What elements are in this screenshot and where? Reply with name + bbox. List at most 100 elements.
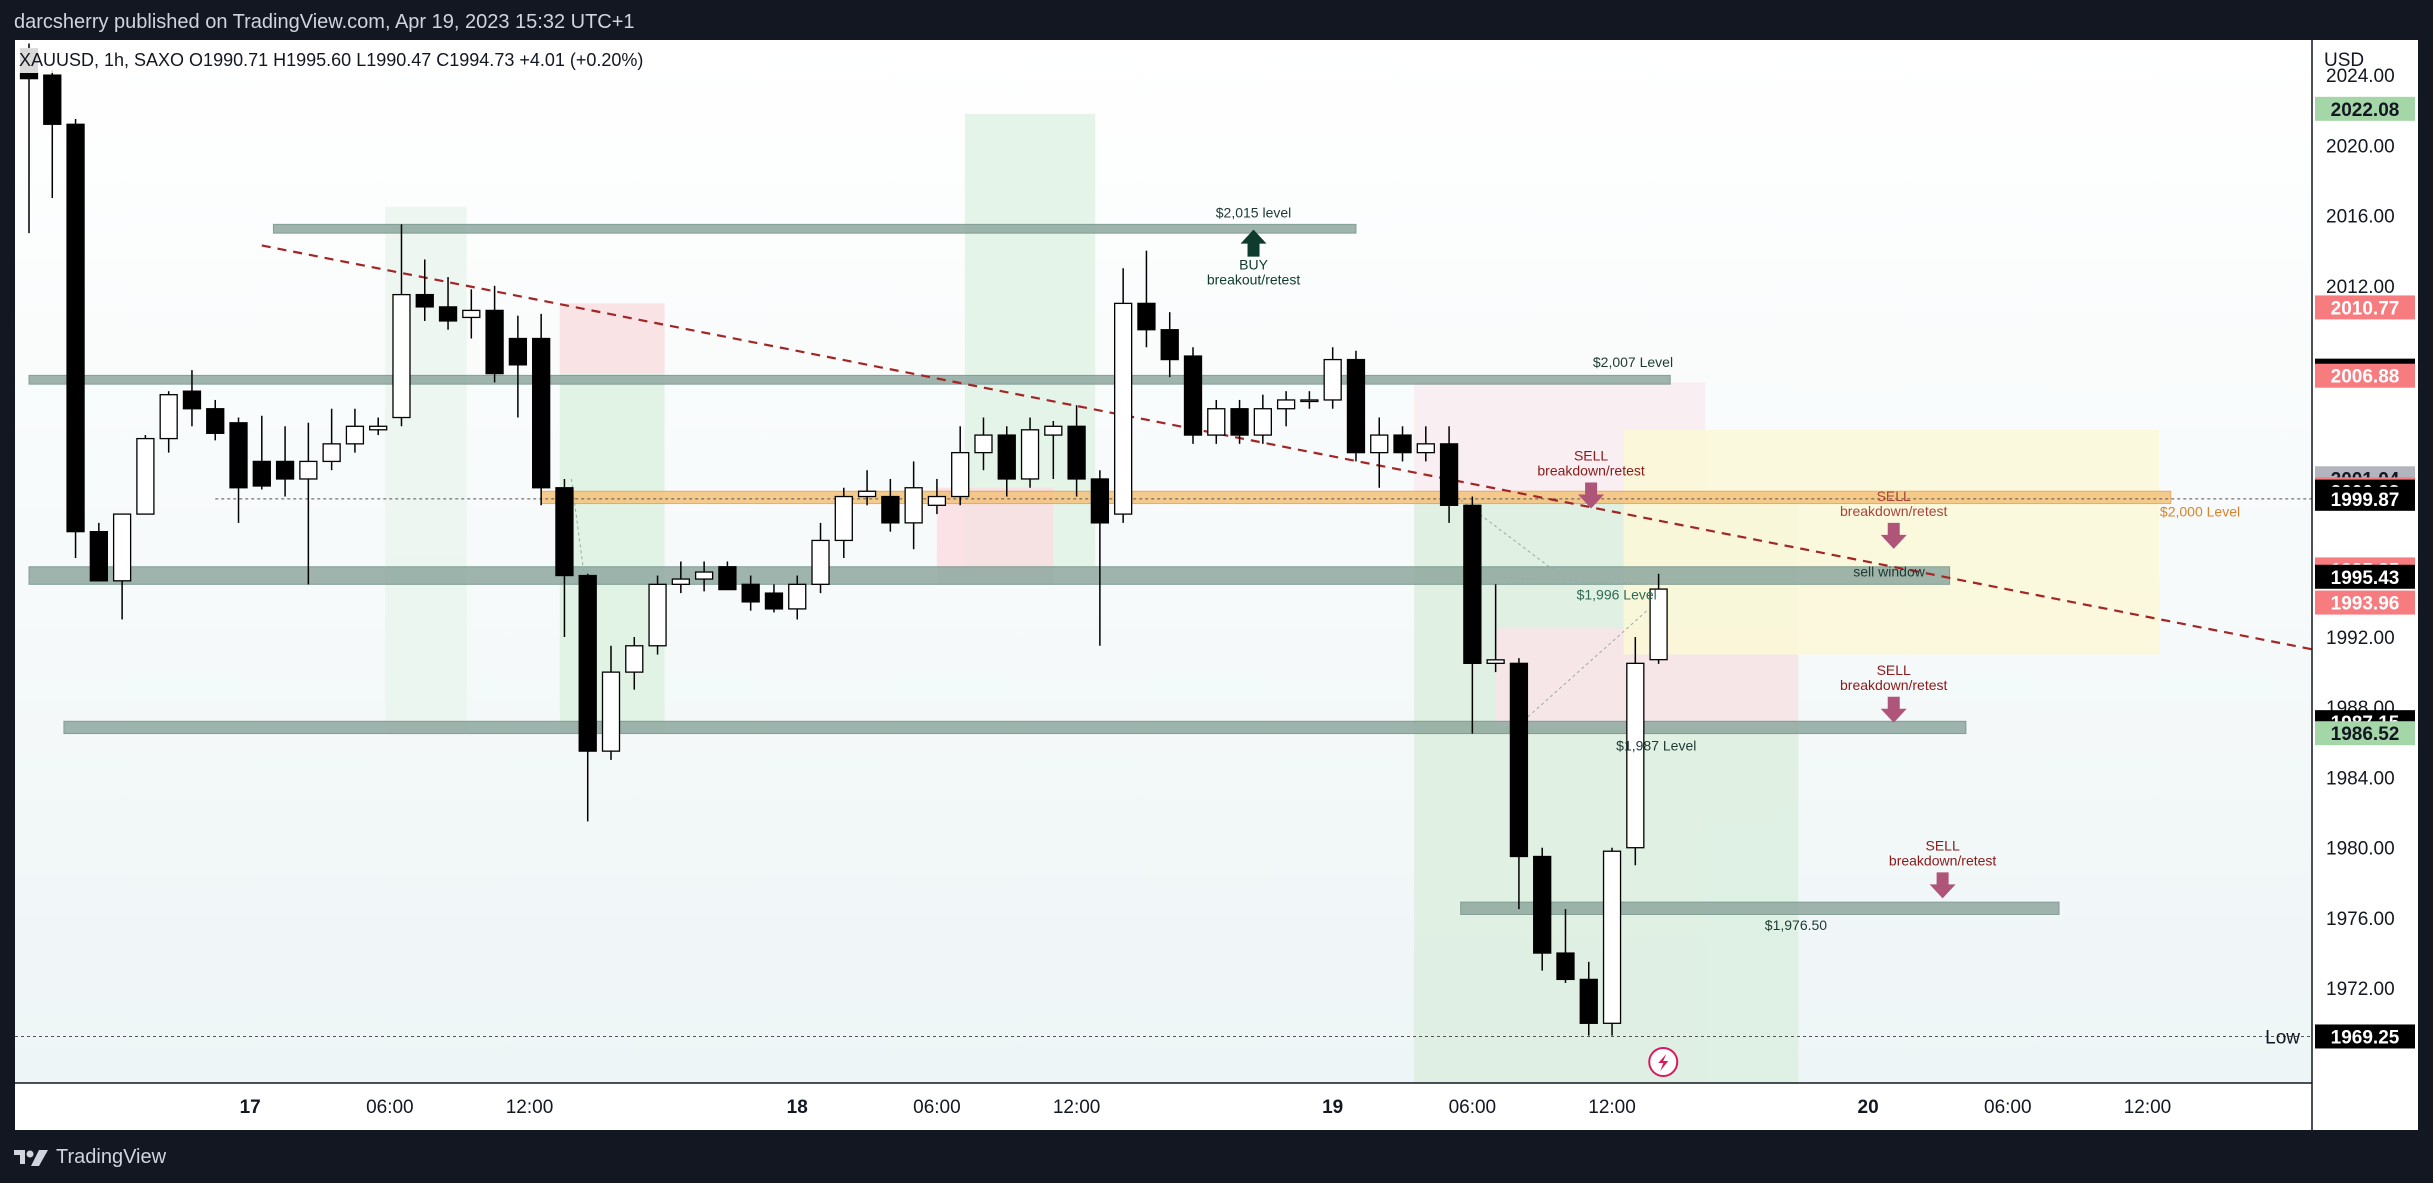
bear-candle (1067, 425, 1086, 480)
tradingview-logo[interactable]: TradingView (14, 1146, 166, 1169)
bull-candle (811, 539, 830, 585)
band-2007 (28, 374, 1671, 385)
sell-arrow-icon (1880, 696, 1907, 723)
bull-candle (1300, 399, 1319, 403)
downtrend-line (261, 244, 2313, 651)
bear-candle (578, 574, 597, 752)
sell-annotation-3-sublabel: breakdown/retest (1840, 677, 1948, 693)
bull-candle (1370, 434, 1389, 454)
bull-candle (1020, 429, 1040, 480)
time-axis (15, 1083, 2418, 1130)
bear-candle (1230, 408, 1249, 436)
bear-candle (1090, 478, 1110, 524)
level-label-2007: $2,007 Level (1593, 354, 1673, 370)
sell-annotation-1-label: SELL (1574, 448, 1608, 464)
sell-window-label: sell window (1853, 563, 1925, 579)
band-2015 (272, 223, 1357, 234)
y-tick-label: 2016.00 (2326, 207, 2395, 228)
x-tick-label: 12:00 (2124, 1097, 2172, 1118)
y-tick-label: 2012.00 (2326, 277, 2395, 298)
sell-arrow-icon (1578, 482, 1605, 509)
chart-panel[interactable]: $2,015 level $2,007 Level $2,000 Level $1,9… (15, 40, 2418, 1130)
lightning-icon (1658, 1054, 1669, 1071)
bull-candle (834, 495, 853, 542)
y-tick-label: 1984.00 (2326, 768, 2395, 789)
y-tick-label: 1980.00 (2326, 839, 2395, 860)
sell-annotation-4-label: SELL (1925, 837, 1959, 853)
bear-candle (532, 337, 551, 489)
bull-candle (1602, 850, 1622, 1024)
sell-annotation-4-sublabel: breakdown/retest (1889, 852, 1997, 868)
x-tick-label: 20 (1858, 1097, 1879, 1118)
x-tick-label: 12:00 (1053, 1097, 1101, 1118)
bull-candle (671, 578, 690, 585)
x-tick-label: 06:00 (1449, 1097, 1497, 1118)
x-tick-label: 18 (787, 1097, 808, 1118)
bull-candle (112, 513, 132, 582)
y-tick-label: 1972.00 (2326, 979, 2395, 1000)
bull-candle (1253, 408, 1272, 436)
price-tag (2315, 721, 2415, 746)
bull-candle (974, 434, 993, 454)
bull-candle (904, 487, 923, 524)
bull-candle (392, 293, 411, 419)
bull-candle (857, 490, 877, 498)
bull-candle (299, 460, 318, 480)
price-tag-label: 2010.77 (2331, 298, 2400, 319)
bear-candle (229, 422, 248, 489)
bear-candle (415, 293, 434, 308)
y-tick-label: 1976.00 (2326, 909, 2395, 930)
bear-candle (206, 408, 225, 434)
buy-arrow-icon (1240, 229, 1267, 257)
bull-candle (927, 495, 947, 506)
y-tick-label: 1992.00 (2326, 628, 2395, 649)
bear-candle (1183, 355, 1203, 436)
y-tick-label: 2020.00 (2326, 136, 2395, 157)
price-tag-label: 1995.43 (2331, 568, 2400, 589)
bull-candle (159, 394, 178, 440)
bear-candle (741, 583, 760, 603)
band-1987 (63, 720, 1967, 735)
level-label-1976: $1,976.50 (1765, 917, 1827, 933)
bull-candle (601, 671, 621, 752)
footer: TradingView (0, 1132, 2433, 1183)
bear-candle (438, 306, 458, 322)
x-tick-label: 19 (1322, 1097, 1343, 1118)
price-tag-label: 2006.88 (2331, 367, 2400, 388)
bear-candle (1463, 504, 1482, 664)
bull-candle (951, 451, 970, 498)
tradingview-label: TradingView (56, 1146, 167, 1168)
bear-candle (1533, 855, 1552, 954)
bull-candle (1649, 588, 1668, 661)
bull-candle (1114, 302, 1133, 515)
publisher-header: darcsherry published on TradingView.com,… (14, 11, 635, 33)
price-tag (2315, 1024, 2415, 1049)
sell-arrow-icon (1929, 872, 1956, 899)
bear-candle (1160, 329, 1179, 361)
price-tag-label: 1999.87 (2331, 490, 2400, 511)
band-2000 (540, 490, 2172, 505)
bear-candle (1556, 952, 1575, 981)
bear-candle (881, 495, 900, 524)
bear-candle (718, 566, 737, 591)
sell-annotation-1-sublabel: breakdown/retest (1537, 463, 1645, 479)
bear-candle (508, 337, 528, 366)
price-tag-label: 1993.96 (2331, 594, 2400, 615)
bear-candle (555, 487, 574, 577)
level-label-2015: $2,015 level (1216, 205, 1292, 221)
x-tick-label: 06:00 (1984, 1097, 2032, 1118)
x-tick-label: 06:00 (366, 1097, 414, 1118)
bull-candle (694, 571, 714, 580)
price-tag-label: 1969.25 (2331, 1027, 2400, 1048)
x-tick-label: 12:00 (1588, 1097, 1636, 1118)
price-tag (2315, 590, 2415, 615)
sell-annotation-2-label: SELL (1877, 488, 1911, 504)
price-tag-label: 1986.52 (2331, 724, 2400, 745)
bear-candle (997, 434, 1016, 480)
price-tag (2315, 486, 2415, 511)
green-zone (385, 206, 467, 734)
ticker-info: XAUUSD, 1h, SAXO O1990.71 H1995.60 L1990… (15, 48, 648, 73)
candlestick-chart[interactable]: $2,015 level $2,007 Level $2,000 Level $1,9… (15, 40, 2418, 1130)
bear-candle (252, 460, 271, 487)
bull-candle (1207, 408, 1226, 436)
